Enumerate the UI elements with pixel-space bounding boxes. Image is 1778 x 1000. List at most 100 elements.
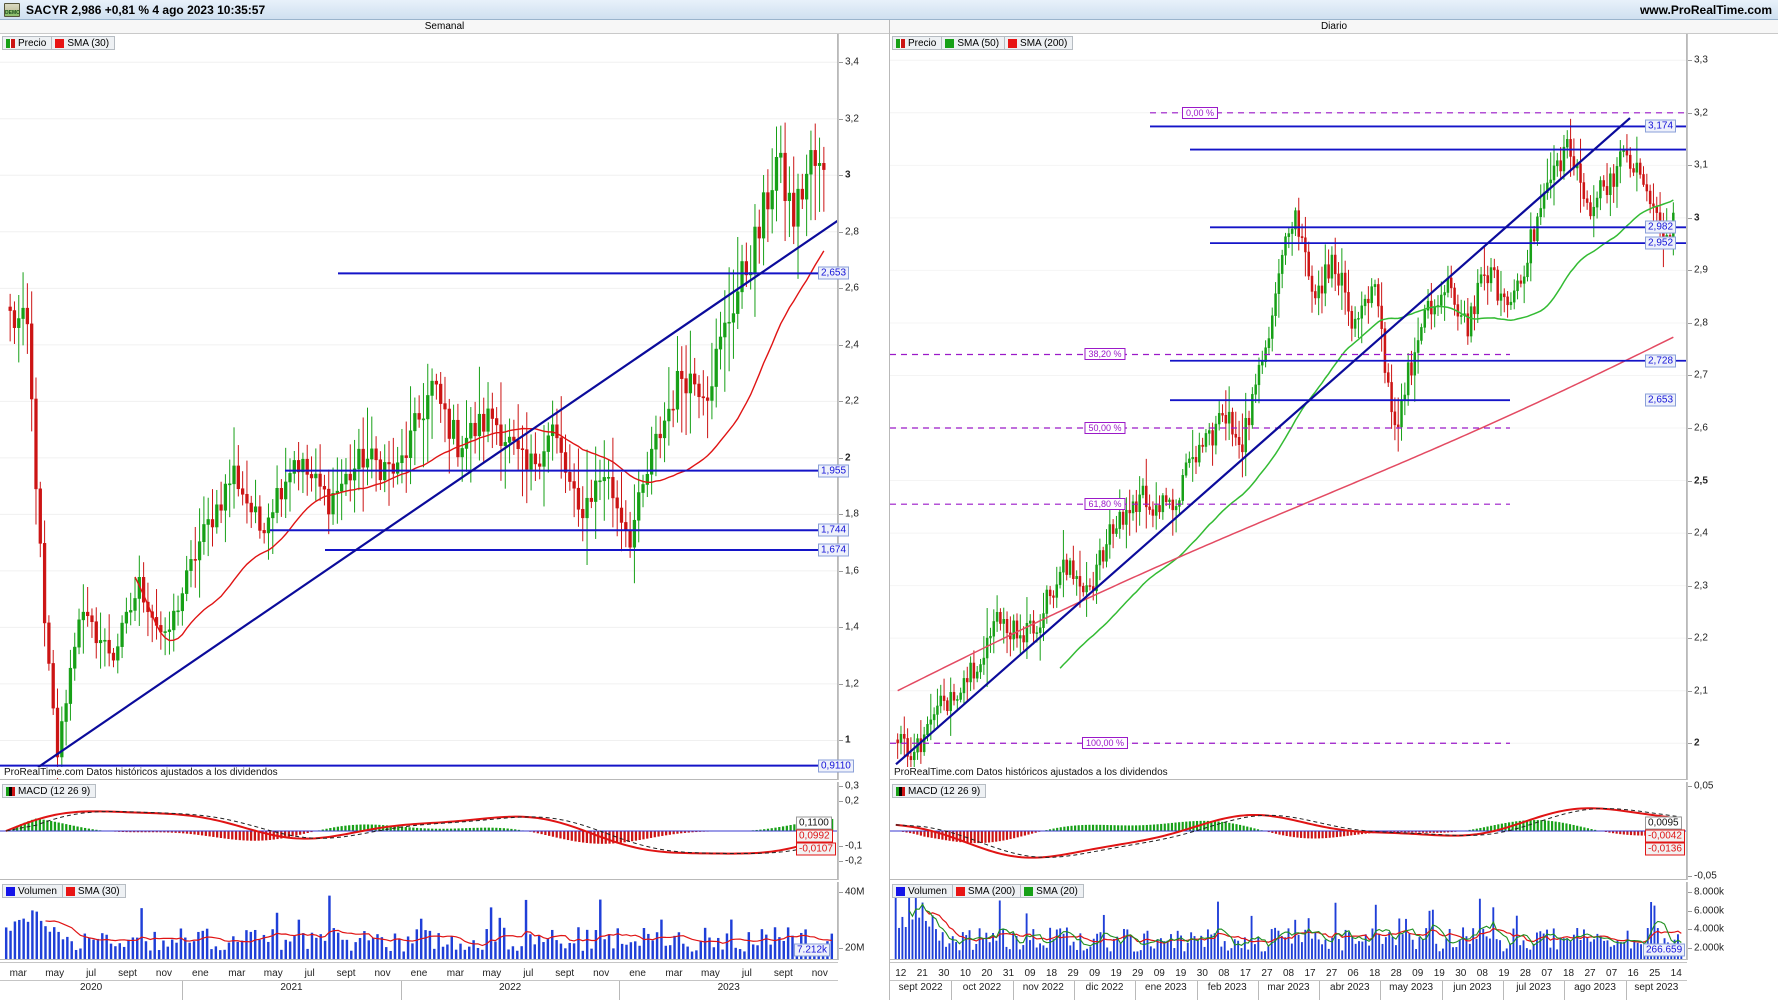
volume-value-tag[interactable]: 266.659 [1643,943,1686,957]
month-separator [1073,980,1075,1000]
legend-weekly-price[interactable]: Precio SMA (30) [2,36,116,50]
fib-level-label[interactable]: 100,00 % [1081,737,1129,750]
legend-label: SMA (30) [67,37,110,49]
macd-value-tag[interactable]: 0,0992 [796,829,833,843]
month-label: feb 2023 [1207,982,1247,993]
date-tick-label: 21 [916,968,928,979]
macd-value-tag[interactable]: -0,0136 [1645,842,1685,856]
legend-item-macd[interactable]: MACD (12 26 9) [892,784,987,798]
panel-divider [889,20,890,1000]
legend-item-volumen[interactable]: Volumen [892,884,953,898]
volume-plot-daily[interactable] [890,882,1687,960]
date-tick-label: sept [336,968,356,979]
legend-label: SMA (50) [957,37,1000,49]
date-tick-label: 27 [1261,968,1273,979]
macd-swatch-icon [6,786,15,796]
date-tick-label: 09 [1412,968,1424,979]
volume-plot-weekly[interactable] [0,882,838,960]
volume-axis-label: 6.000k [1694,905,1725,917]
date-tick-label: 18 [1562,968,1575,979]
legend-item-vol-sma200[interactable]: SMA (200) [952,884,1022,898]
legend-daily-macd[interactable]: MACD (12 26 9) [892,784,987,798]
date-tick-label: 19 [1175,968,1187,979]
price-level-tag[interactable]: 2,653 [1645,393,1677,407]
axis-line [838,882,839,960]
month-separator [1196,980,1198,1000]
month-label: ene 2023 [1145,982,1187,993]
date-tick-label: sept [773,968,793,979]
price-level-tag[interactable]: 1,744 [818,523,850,537]
price-axis-label: 2,6 [845,282,859,294]
macd-axis-label: -0,05 [1694,870,1717,882]
date-tick-label: may [45,968,65,979]
month-label: sept 2023 [1634,982,1679,993]
legend-item-precio[interactable]: Precio [892,36,943,50]
month-label: oct 2022 [962,982,1002,993]
macd-plot-weekly[interactable] [0,782,838,880]
legend-weekly-macd[interactable]: MACD (12 26 9) [2,784,97,798]
legend-item-sma50[interactable]: SMA (50) [942,36,1006,50]
year-separator [619,980,621,1000]
axis-tick [1688,165,1692,167]
date-tick-label: may [263,968,283,979]
window-title: SACYR 2,986 +0,81 % 4 ago 2023 10:35:57 [26,2,266,17]
price-level-tag[interactable]: 0,9110 [818,759,854,773]
chart-panel-weekly[interactable]: Precio SMA (30) ProRealTime.com Datos hi… [0,34,889,1000]
date-tick-label: 17 [1304,968,1316,979]
fib-level-label[interactable]: 50,00 % [1084,422,1126,434]
legend-item-volumen[interactable]: Volumen [2,884,63,898]
legend-item-sma200[interactable]: SMA (200) [1005,36,1074,50]
month-separator [1012,980,1014,1000]
chart-panel-daily[interactable]: Precio SMA (50) SMA (200) ProRealTime.co… [890,34,1778,1000]
year-label: 2020 [79,982,103,993]
price-plot-daily[interactable] [890,34,1687,780]
axis-tick [839,118,843,120]
axis-tick [839,786,843,788]
month-separator [1625,980,1627,1000]
price-level-tag[interactable]: 1,674 [818,543,850,557]
price-level-tag[interactable]: 1,955 [818,464,850,478]
price-level-tag[interactable]: 2,982 [1645,220,1677,234]
axis-line [0,980,838,981]
macd-value-tag[interactable]: -0,0107 [796,842,836,856]
date-tick-label: 31 [1002,968,1015,979]
axis-tick [839,801,843,803]
date-tick-label: ene [192,968,209,979]
price-plot-weekly[interactable] [0,34,838,780]
date-tick-label: may [482,968,502,979]
price-level-tag[interactable]: 3,174 [1645,119,1677,133]
legend-label: SMA (200) [967,885,1016,897]
axis-tick [1688,875,1692,877]
date-tick-label: jul [86,968,97,979]
legend-item-vol-sma20[interactable]: SMA (20) [1021,884,1084,898]
axis-tick [839,457,843,459]
volume-value-tag[interactable]: 7.212k [794,943,831,957]
date-tick-label: 29 [1132,968,1144,979]
fib-level-label[interactable]: 61,80 % [1084,498,1126,511]
macd-plot-daily[interactable] [890,782,1687,880]
month-separator [1564,980,1566,1000]
macd-value-tag[interactable]: 0,0095 [1645,816,1682,830]
date-tick-label: jul [523,968,534,979]
legend-weekly-volume[interactable]: Volumen SMA (30) [2,884,126,898]
macd-value-tag[interactable]: -0,0042 [1645,829,1685,843]
legend-item-macd[interactable]: MACD (12 26 9) [2,784,97,798]
fib-level-label[interactable]: 0,00 % [1181,106,1219,119]
date-axis-daily[interactable]: 12 21 30 10 20 31 09 18 29 09 19 29 09 19 30 08 17 27 08 17… [890,962,1778,1000]
price-level-tag[interactable]: 2,728 [1645,354,1677,368]
date-tick-label: ene [629,968,646,979]
fib-level-label[interactable]: 38,20 % [1084,348,1126,361]
price-level-tag[interactable]: 2,952 [1645,236,1677,250]
axis-tick [1688,910,1692,912]
legend-daily-price[interactable]: Precio SMA (50) SMA (200) [892,36,1074,50]
legend-daily-volume[interactable]: Volumen SMA (200) SMA (20) [892,884,1084,898]
date-tick-label: mar [446,968,465,979]
legend-item-sma30[interactable]: SMA (30) [52,36,116,50]
price-level-tag[interactable]: 2,653 [818,266,850,280]
legend-item-vol-sma30[interactable]: SMA (30) [62,884,126,898]
macd-value-tag[interactable]: 0,1100 [796,816,832,830]
date-tick-label: mar [228,968,246,979]
date-axis-weekly[interactable]: mar may jul sept nov ene mar may jul sept nov ene ma… [0,962,889,1000]
legend-item-precio[interactable]: Precio [2,36,53,50]
